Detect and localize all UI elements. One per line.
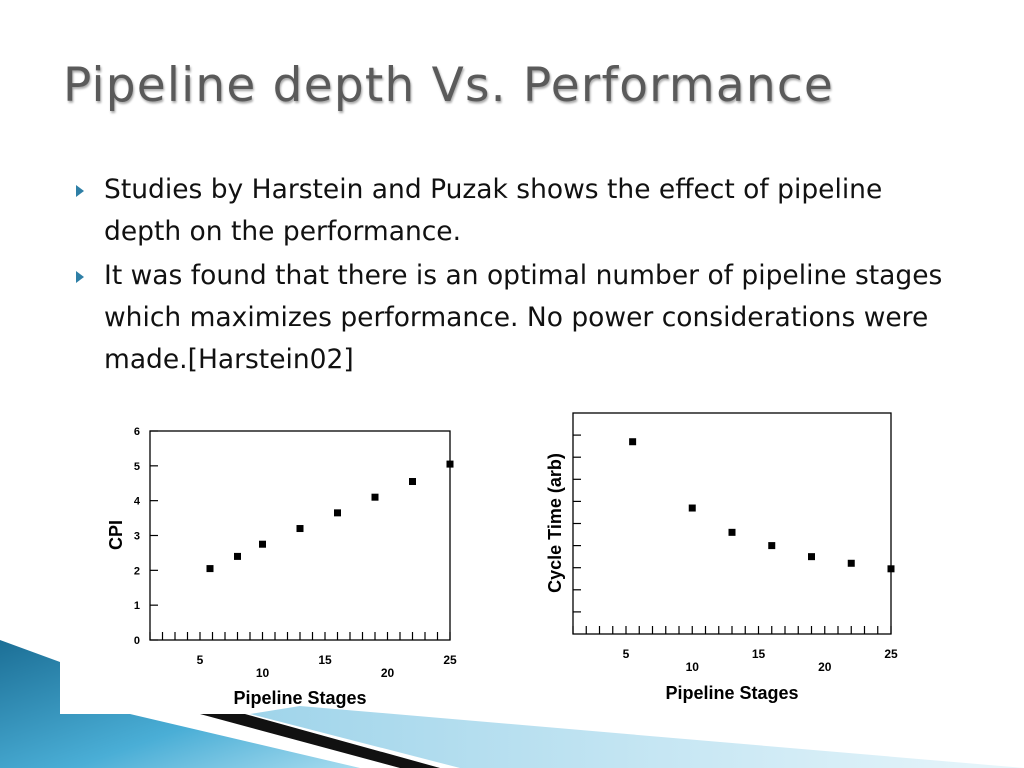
cycle-x-tick-label: 5 <box>623 647 630 661</box>
wave-dark-stripe <box>0 640 360 768</box>
cycle-tick-marks <box>572 434 892 634</box>
bullet-text: Studies by Harstein and Puzak shows the … <box>104 174 883 247</box>
cycle-data-point <box>847 559 855 567</box>
cpi-y-tick-labels: 0 1 2 3 4 5 6 <box>134 426 141 647</box>
cpi-data-point <box>296 525 304 533</box>
cpi-x-tick-label: 10 <box>256 666 270 680</box>
cycle-plot-frame <box>572 412 892 635</box>
cycle-x-tick-label: 25 <box>884 647 898 661</box>
cpi-y-tick-label: 1 <box>134 600 140 612</box>
cpi-data-point <box>371 493 379 501</box>
cpi-data-point <box>259 540 266 548</box>
cpi-y-tick-label: 4 <box>134 496 141 508</box>
cpi-data-point <box>334 509 341 517</box>
cpi-chart: 0 1 2 3 4 5 6 5 10 15 20 25 Pipeline Stages CPI <box>106 426 457 708</box>
bullet-item: Studies by Harstein and Puzak shows the … <box>74 169 964 253</box>
cycle-y-axis-label: Cycle Time (arb) <box>545 453 565 593</box>
cycle-data-point <box>808 553 815 561</box>
cpi-plot-frame <box>149 430 451 641</box>
wave-light-stripe <box>250 706 1024 768</box>
cycle-data-point <box>768 542 776 550</box>
cpi-y-tick-label: 6 <box>134 426 140 438</box>
cpi-x-axis-label: Pipeline Stages <box>233 688 366 708</box>
cpi-data-point <box>446 460 454 468</box>
cycle-data-point <box>688 504 696 512</box>
bullet-item: It was found that there is an optimal nu… <box>74 255 964 381</box>
cycle-x-tick-label: 20 <box>818 660 832 674</box>
triangle-bullet-icon <box>76 185 84 197</box>
cpi-points <box>206 460 454 573</box>
cpi-x-tick-label: 15 <box>318 653 332 667</box>
bullet-text: It was found that there is an optimal nu… <box>104 260 943 375</box>
cpi-y-tick-label: 0 <box>134 635 140 647</box>
cycle-points <box>629 438 895 573</box>
cpi-x-tick-label: 5 <box>197 653 204 667</box>
cpi-x-tick-label: 25 <box>443 653 457 667</box>
cpi-y-tick-label: 2 <box>134 565 140 577</box>
slide-title: Pipeline depth Vs. Performance <box>63 58 834 113</box>
cycle-x-tick-label: 15 <box>752 647 766 661</box>
cpi-data-point <box>206 565 214 573</box>
cpi-data-point <box>409 478 416 486</box>
cycle-x-tick-labels: 5 10 15 20 25 <box>623 647 898 674</box>
cycle-x-axis-label: Pipeline Stages <box>665 683 798 703</box>
cpi-y-tick-label: 5 <box>134 461 140 473</box>
cpi-x-tick-labels: 5 10 15 20 25 <box>197 653 457 680</box>
wave-black-stripe <box>200 714 440 768</box>
cycle-data-point <box>629 438 637 446</box>
cycle-data-point <box>887 565 895 573</box>
cycle-time-chart: 5 10 15 20 25 Pipeline Stages Cycle Time (ar… <box>545 412 898 703</box>
cycle-x-tick-label: 10 <box>686 660 700 674</box>
cpi-x-tick-label: 20 <box>381 666 395 680</box>
cycle-data-point <box>728 528 736 536</box>
cpi-tick-marks <box>149 430 451 641</box>
cpi-y-axis-label: CPI <box>106 520 126 550</box>
cpi-y-tick-label: 3 <box>134 531 140 543</box>
triangle-bullet-icon <box>76 271 84 283</box>
bullet-list: Studies by Harstein and Puzak shows the … <box>74 169 964 383</box>
cpi-data-point <box>234 552 241 560</box>
